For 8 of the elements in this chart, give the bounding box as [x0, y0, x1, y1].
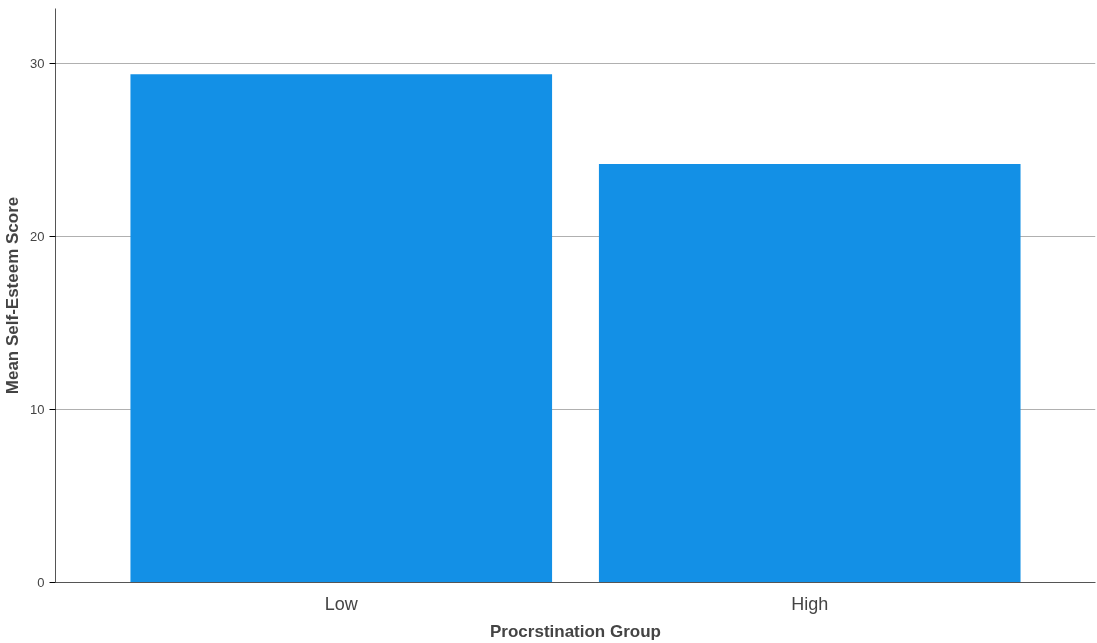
y-tick-label: 0: [37, 575, 45, 590]
y-tick-label: 10: [30, 402, 45, 418]
x-axis-title: Procrstination Group: [490, 621, 661, 641]
x-tick-label: Low: [324, 593, 359, 614]
y-axis-title: Mean Self-Esteem Score: [3, 196, 23, 395]
y-tick-label: 20: [30, 229, 45, 245]
y-tick-label: 30: [30, 56, 45, 72]
x-tick-label: High: [791, 593, 829, 614]
